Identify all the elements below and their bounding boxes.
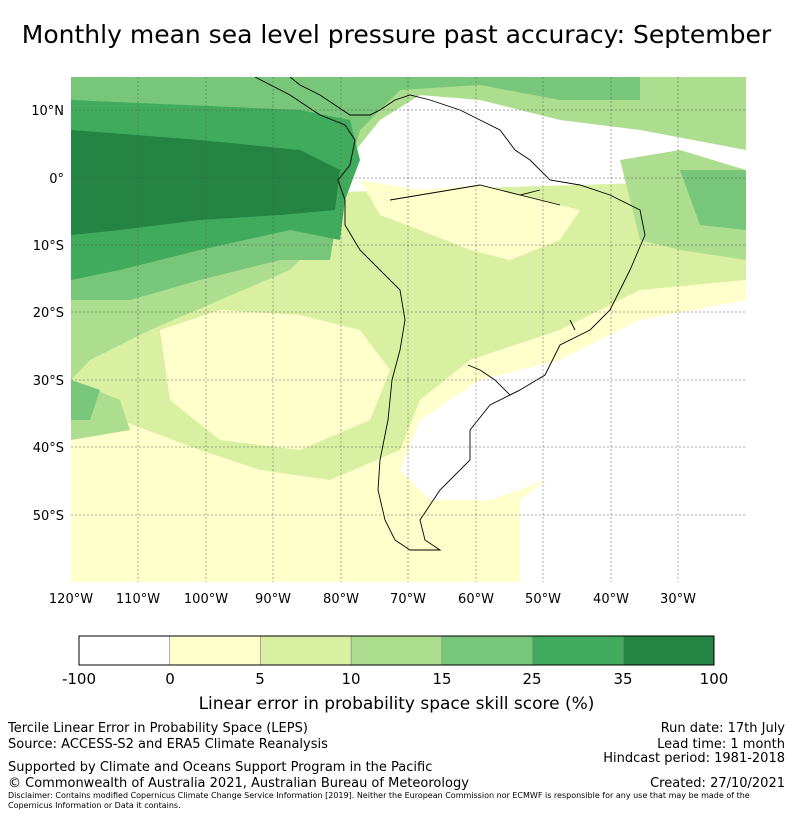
- colorbar-segment: [532, 635, 624, 666]
- lat-tick-label: 0°: [49, 172, 64, 187]
- colorbar-segment: [622, 635, 715, 666]
- colorbar-segment: [78, 635, 171, 666]
- colorbar-segments: [78, 635, 715, 666]
- colorbar: -100 0 5 10 15 25 35 100: [62, 635, 728, 688]
- colorbar-tick-label: 15: [432, 670, 451, 688]
- colorbar-tick-label: 10: [341, 670, 360, 688]
- lon-tick-labels: 120°W 110°W 100°W 90°W 80°W 70°W 60°W 50…: [49, 592, 696, 607]
- lat-tick-label: 30°S: [33, 374, 64, 389]
- map-fill-regions: [71, 77, 746, 582]
- colorbar-tick-label: -100: [62, 670, 96, 688]
- footer-copyright: © Commonwealth of Australia 2021, Austra…: [8, 776, 469, 791]
- colorbar-label: Linear error in probability space skill …: [198, 694, 595, 714]
- lon-tick-label: 40°W: [593, 592, 629, 607]
- lon-tick-label: 110°W: [116, 592, 160, 607]
- footer-disclaimer: Disclaimer: Contains modified Copernicus…: [8, 791, 750, 810]
- lon-tick-label: 60°W: [458, 592, 494, 607]
- footer-source: Source: ACCESS-S2 and ERA5 Climate Reana…: [8, 737, 328, 752]
- lat-tick-label: 10°S: [33, 239, 64, 254]
- lat-tick-label: 20°S: [33, 306, 64, 321]
- lat-tick-label: 40°S: [33, 441, 64, 456]
- lon-tick-label: 120°W: [49, 592, 93, 607]
- colorbar-segment: [169, 635, 261, 666]
- footer-support: Supported by Climate and Oceans Support …: [8, 760, 433, 775]
- lat-tick-labels: 10°N 0° 10°S 20°S 30°S 40°S 50°S: [31, 104, 64, 524]
- colorbar-segment: [441, 635, 533, 666]
- footer-method: Tercile Linear Error in Probability Spac…: [8, 721, 308, 736]
- colorbar-tick-label: 5: [255, 670, 265, 688]
- colorbar-segment: [260, 635, 352, 666]
- footer-hindcast-period: Hindcast period: 1981-2018: [603, 751, 785, 766]
- colorbar-tick-label: 25: [522, 670, 541, 688]
- colorbar-frame: [78, 635, 715, 666]
- lon-tick-label: 90°W: [255, 592, 291, 607]
- footer-run-date: Run date: 17th July: [660, 721, 785, 736]
- colorbar-tick-labels: -100 0 5 10 15 25 35 100: [62, 670, 728, 688]
- footer-created-date: Created: 27/10/2021: [650, 776, 785, 791]
- lon-tick-label: 100°W: [184, 592, 228, 607]
- skill-map: 120°W 110°W 100°W 90°W 80°W 70°W 60°W 50…: [31, 77, 746, 607]
- colorbar-tick-label: 0: [165, 670, 175, 688]
- chart-title: Monthly mean sea level pressure past acc…: [21, 20, 772, 49]
- colorbar-tick-label: 100: [700, 670, 729, 688]
- colorbar-segment: [350, 635, 443, 666]
- graticule: [71, 77, 746, 582]
- lon-tick-label: 80°W: [323, 592, 359, 607]
- footer-lead-time: Lead time: 1 month: [657, 737, 785, 752]
- lon-tick-label: 70°W: [390, 592, 426, 607]
- lat-tick-label: 50°S: [33, 509, 64, 524]
- lat-tick-label: 10°N: [31, 104, 64, 119]
- lon-tick-label: 50°W: [525, 592, 561, 607]
- colorbar-tick-label: 35: [613, 670, 632, 688]
- lon-tick-label: 30°W: [660, 592, 696, 607]
